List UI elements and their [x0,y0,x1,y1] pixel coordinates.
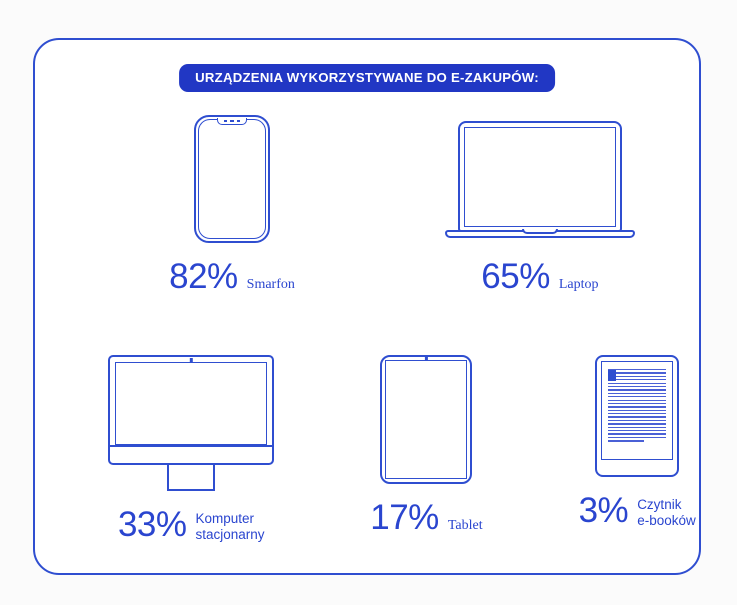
ereader-page-text [608,369,667,459]
desktop-computer-icon [108,355,275,491]
stat-value: 65% [481,257,550,296]
laptop-art [444,115,635,243]
stat-value: 17% [370,498,439,537]
drop-cap [608,370,617,381]
smartphone-body [194,115,270,243]
desktop-screen [115,362,268,445]
stat-value: 3% [578,491,629,530]
notch-speaker-dot [223,119,228,123]
stat-label: Smarfon [246,277,295,292]
notch-speaker-dot [230,119,234,123]
stat-label: Czytnik e-booków [637,496,696,528]
tablet-icon [380,355,473,484]
stat-value: 82% [169,257,238,296]
stat-tablet: 17% Tablet [370,500,482,535]
ereader-body [595,355,680,477]
desktop-chin-divider [110,445,273,447]
laptop-lid [457,121,622,232]
desktop-art [108,355,275,491]
page-title: URZĄDZENIA WYKORZYSTYWANE DO E-ZAKUPÓW: [179,64,555,93]
infographic-card: URZĄDZENIA WYKORZYSTYWANE DO E-ZAKUPÓW: [33,38,701,575]
stat-desktop: 33% Komputer stacjonarny [118,507,265,542]
ereader-screen [601,361,674,460]
stat-ereader: 3% Czytnik e-booków [579,493,696,528]
ereader-icon [595,355,680,477]
smartphone-art [194,115,270,243]
stat-label: Komputer stacjonarny [195,510,265,542]
smartphone-screen [198,119,266,239]
device-row-top: 82% Smarfon 65% Laptop [68,115,736,294]
smartphone-notch [217,118,247,125]
front-camera-icon [425,356,428,361]
stat-smartphone: 82% Smarfon [169,259,295,294]
device-row-bottom: 33% Komputer stacjonarny 17% Tablet [68,355,736,542]
device-item-desktop: 33% Komputer stacjonarny [108,355,275,542]
ereader-art [595,355,680,477]
tablet-art [380,355,473,484]
desktop-stand [167,465,216,491]
stat-label: Laptop [558,277,599,292]
laptop-trackpad-notch [521,229,558,234]
device-item-smartphone: 82% Smarfon [169,115,295,294]
stat-laptop: 65% Laptop [481,259,598,294]
notch-camera-dot [236,119,241,123]
stat-value: 33% [117,505,187,544]
laptop-icon [444,115,635,243]
webcam-icon [190,358,193,363]
device-item-laptop: 65% Laptop [444,115,635,294]
laptop-screen [463,127,616,227]
stat-label: Tablet [447,518,483,533]
desktop-monitor-body [108,355,275,465]
smartphone-icon [194,115,270,243]
tablet-screen [385,360,468,479]
device-item-tablet: 17% Tablet [370,355,483,542]
device-item-ereader: 3% Czytnik e-booków [579,355,696,542]
